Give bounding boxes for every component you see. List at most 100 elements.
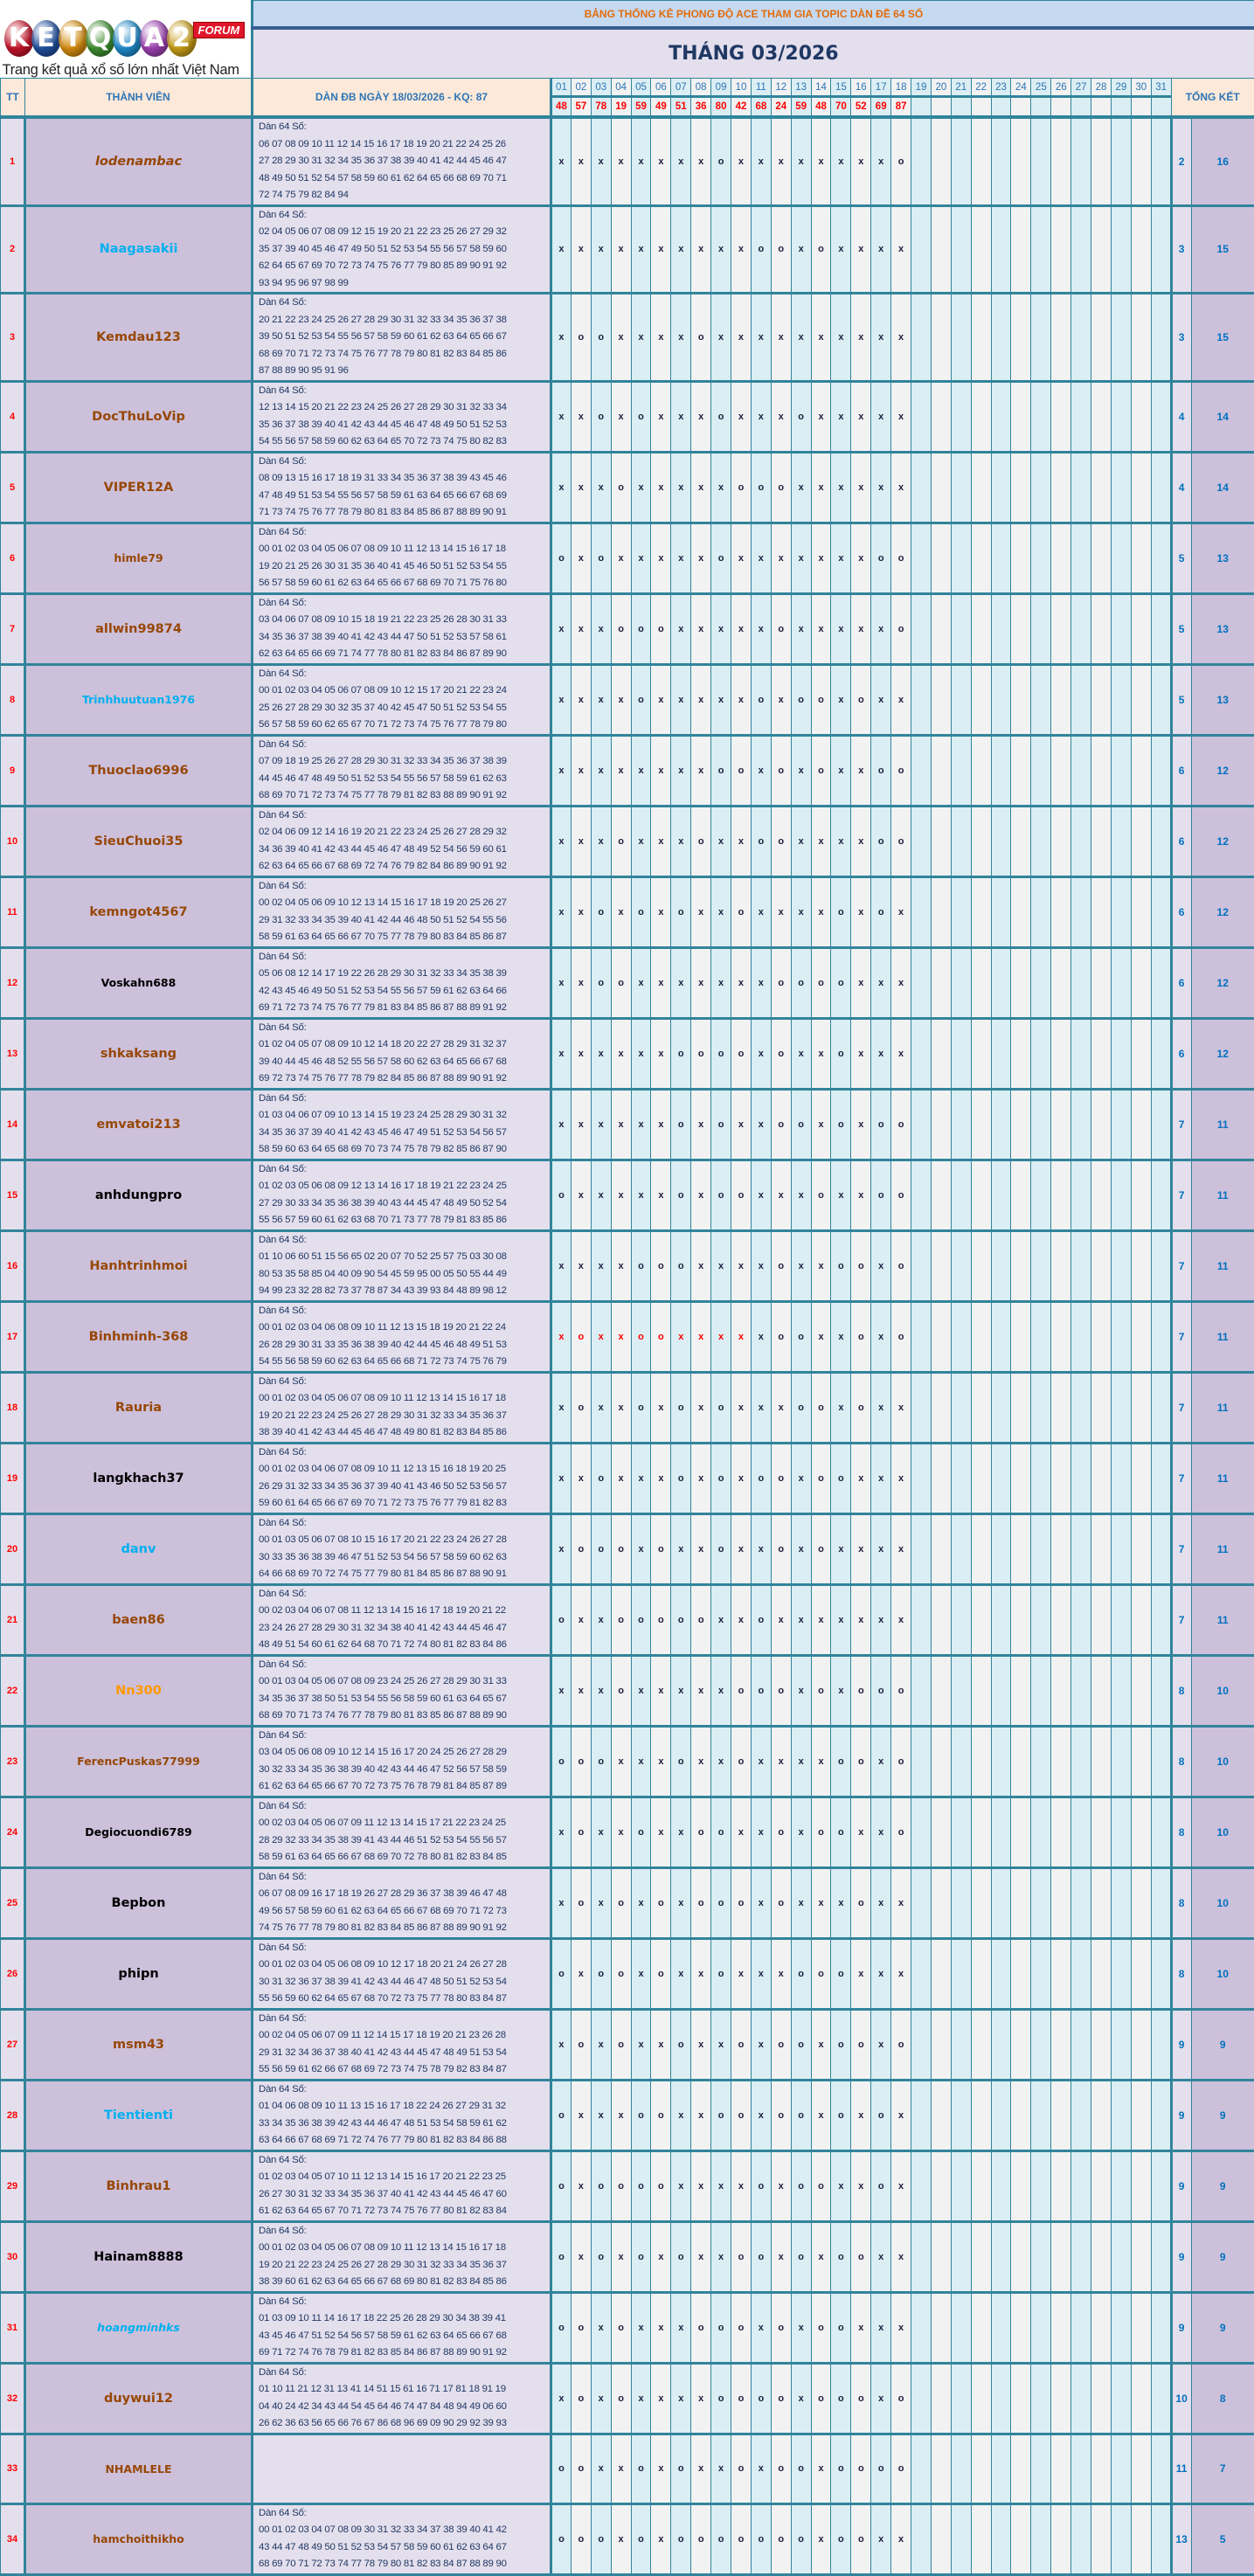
member-name[interactable]: Degiocuondi6789	[25, 1797, 253, 1867]
member-name[interactable]: Hainam8888	[25, 2221, 253, 2292]
member-name[interactable]: msm43	[25, 2009, 253, 2080]
member-name[interactable]: hamchoithikho	[25, 2503, 253, 2574]
miss-mark: x	[891, 1513, 911, 1584]
hit-mark: o	[691, 294, 711, 382]
member-name[interactable]: Binhrau1	[25, 2150, 253, 2221]
member-name[interactable]: Hanhtrinhmoi	[25, 1230, 253, 1301]
member-name[interactable]: baen86	[25, 1584, 253, 1655]
miss-mark: x	[611, 2503, 631, 2574]
dan-line: 56 57 58 59 60 61 62 63 64 65 66 67 68 6…	[259, 575, 550, 592]
hit-mark: o	[631, 2503, 651, 2574]
dan-line: 19 20 21 25 26 30 31 35 36 40 41 45 46 5…	[259, 558, 550, 576]
empty-day-cell	[1051, 381, 1071, 452]
empty-day-cell	[1091, 1513, 1112, 1584]
miss-mark: x	[571, 593, 591, 664]
empty-day-cell	[1151, 947, 1171, 1018]
member-name[interactable]: lodenambac	[25, 117, 253, 205]
empty-day-cell	[1011, 1655, 1031, 1726]
empty-day-cell	[1131, 2503, 1151, 2574]
dan-line: 87 88 89 90 95 91 96	[259, 363, 550, 380]
member-name[interactable]: Nn300	[25, 1655, 253, 1726]
member-name[interactable]: langkhach37	[25, 1443, 253, 1513]
member-name[interactable]: emvatoi213	[25, 1089, 253, 1160]
member-name[interactable]: NHAMLELE	[25, 2434, 253, 2503]
miss-count: 7	[1171, 1584, 1191, 1655]
member-name[interactable]: Bepbon	[25, 1867, 253, 1938]
empty-day-cell	[951, 1655, 971, 1726]
member-name[interactable]: anhdungpro	[25, 1160, 253, 1230]
empty-day-cell	[911, 2363, 932, 2434]
empty-day-cell	[1131, 1089, 1151, 1160]
member-name[interactable]: FerencPuskas77999	[25, 1726, 253, 1797]
member-name[interactable]: VIPER12A	[25, 452, 253, 523]
member-name[interactable]: kemngot4567	[25, 876, 253, 947]
member-name[interactable]: DocThuLoVip	[25, 381, 253, 452]
empty-day-cell	[951, 1160, 971, 1230]
member-name[interactable]: hoangminhks	[25, 2292, 253, 2363]
member-name[interactable]: himle79	[25, 523, 253, 593]
empty-day-cell	[1031, 1584, 1051, 1655]
miss-mark: x	[631, 1018, 651, 1089]
empty-day-cell	[1011, 205, 1031, 294]
row-number: 4	[1, 381, 25, 452]
hit-mark: o	[691, 1018, 711, 1089]
empty-day-cell	[931, 2292, 951, 2363]
dan-line: 54 55 56 58 59 60 62 63 64 65 66 68 71 7…	[259, 1354, 550, 1371]
empty-day-cell	[1131, 947, 1151, 1018]
total-score: 13	[1191, 523, 1254, 593]
day-result: 24	[771, 97, 791, 118]
empty-day-cell	[1071, 1372, 1091, 1443]
hit-mark: o	[831, 2363, 851, 2434]
dan-numbers: Dàn 64 Số:00 02 03 04 05 06 07 09 11 12 …	[253, 1797, 551, 1867]
miss-mark: x	[591, 452, 611, 523]
dan-line: 00 02 04 05 06 09 10 12 13 14 15 16 17 1…	[259, 895, 550, 912]
member-name[interactable]: danv	[25, 1513, 253, 1584]
member-name[interactable]: Voskahn688	[25, 947, 253, 1018]
member-name[interactable]: Binhminh-368	[25, 1301, 253, 1372]
member-name[interactable]: phipn	[25, 1938, 253, 2009]
miss-count: 8	[1171, 1938, 1191, 2009]
dan-label: Dàn 64 Số:	[259, 1444, 550, 1462]
day-result: 59	[791, 97, 811, 118]
dan-line: 26 28 29 30 31 33 35 36 38 39 40 42 44 4…	[259, 1337, 550, 1354]
dan-line: 00 01 02 03 04 05 06 07 08 09 10 12 15 1…	[259, 682, 550, 700]
member-name[interactable]: duywui12	[25, 2363, 253, 2434]
member-name[interactable]: Trinhhuutuan1976	[25, 664, 253, 735]
member-name[interactable]: Thuoclao6996	[25, 735, 253, 806]
miss-mark: x	[571, 806, 591, 876]
miss-mark: x	[691, 664, 711, 735]
miss-mark: x	[571, 1160, 591, 1230]
miss-mark: x	[731, 947, 752, 1018]
day-result: 87	[891, 97, 911, 118]
empty-day-cell	[1011, 947, 1031, 1018]
member-name[interactable]: Rauria	[25, 1372, 253, 1443]
member-name[interactable]: SieuChuoi35	[25, 806, 253, 876]
empty-day-cell	[951, 523, 971, 593]
dan-line: 00 02 04 05 06 07 09 11 12 14 15 17 18 1…	[259, 2027, 550, 2045]
member-name[interactable]: allwin99874	[25, 593, 253, 664]
empty-day-cell	[1111, 1230, 1131, 1301]
member-name[interactable]: Kemdau123	[25, 294, 253, 382]
member-name[interactable]: shkaksang	[25, 1018, 253, 1089]
member-name[interactable]: Tientienti	[25, 2080, 253, 2150]
row-number: 34	[1, 2503, 25, 2574]
miss-mark: x	[871, 1443, 891, 1513]
empty-day-cell	[911, 876, 932, 947]
member-name[interactable]: Naagasakii	[25, 205, 253, 294]
row-number: 2	[1, 205, 25, 294]
miss-mark: x	[711, 664, 731, 735]
day-result: 68	[751, 97, 771, 118]
miss-mark: x	[611, 1797, 631, 1867]
miss-mark: x	[611, 117, 631, 205]
miss-mark: x	[811, 593, 831, 664]
miss-mark: x	[691, 1089, 711, 1160]
empty-day-cell	[1011, 1938, 1031, 2009]
miss-count: 3	[1171, 294, 1191, 382]
empty-day-cell	[951, 1230, 971, 1301]
total-score: 11	[1191, 1443, 1254, 1513]
miss-mark: x	[751, 2080, 771, 2150]
hit-mark: o	[751, 2363, 771, 2434]
